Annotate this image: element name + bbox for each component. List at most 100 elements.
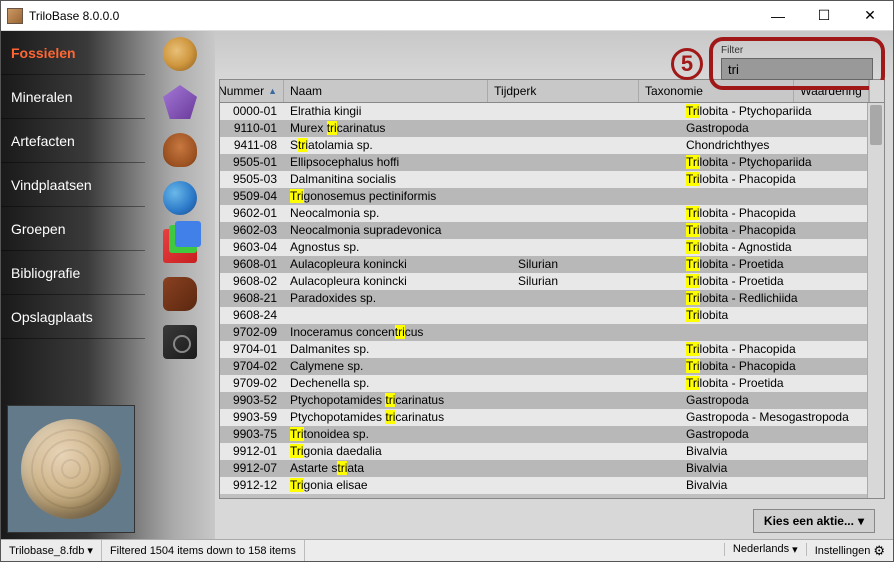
mineral-icon[interactable] <box>163 85 197 119</box>
cell-tijdperk <box>512 171 680 188</box>
table-row[interactable]: 9608-21Paradoxides sp.Trilobita - Redlic… <box>220 290 867 307</box>
filter-label: Filter <box>721 45 873 56</box>
cell-nummer: 9912-12 <box>220 477 284 494</box>
table-row[interactable]: 0000-01Elrathia kingiiTrilobita - Ptycho… <box>220 103 867 120</box>
table-row[interactable]: 9702-09Inoceramus concentricus <box>220 324 867 341</box>
table-row[interactable]: 9903-59Ptychopotamides tricarinatusGastr… <box>220 409 867 426</box>
preview-thumbnail[interactable] <box>7 405 135 533</box>
table-row[interactable]: 9608-01Aulacopleura koninckiSilurianTril… <box>220 256 867 273</box>
sidebar-item-bibliografie[interactable]: Bibliografie <box>1 251 145 295</box>
filter-input[interactable] <box>721 58 873 80</box>
col-tijdperk[interactable]: Tijdperk <box>488 80 639 102</box>
sidebar-item-artefacten[interactable]: Artefacten <box>1 119 145 163</box>
table-row[interactable]: 9709-02Dechenella sp.Trilobita - Proetid… <box>220 375 867 392</box>
sidebar-item-opslagplaats[interactable]: Opslagplaats <box>1 295 145 339</box>
cell-tijdperk <box>512 290 680 307</box>
scroll-thumb[interactable] <box>870 105 882 145</box>
status-filter-info: Filtered 1504 items down to 158 items <box>102 540 305 561</box>
table-row[interactable]: 9912-07Astarte striataBivalvia <box>220 460 867 477</box>
sidebar-item-mineralen[interactable]: Mineralen <box>1 75 145 119</box>
table-row[interactable]: 9602-01Neocalmonia sp.Trilobita - Phacop… <box>220 205 867 222</box>
cell-naam: Agnostus sp. <box>284 239 512 256</box>
location-icon[interactable] <box>163 181 197 215</box>
maximize-button[interactable]: ☐ <box>801 1 847 31</box>
table-row[interactable]: 9110-01Murex tricarinatusGastropoda <box>220 120 867 137</box>
cell-taxonomie: Bivalvia <box>680 443 853 460</box>
status-language[interactable]: Nederlands▾ <box>724 543 807 556</box>
cell-waardering <box>853 205 867 222</box>
cell-taxonomie: Trilobita - Proetida <box>680 256 853 273</box>
cell-naam: Trigonia daedalia <box>284 443 512 460</box>
cell-nummer: 9411-08 <box>220 137 284 154</box>
sort-arrow-icon: ▲ <box>268 86 277 96</box>
cell-taxonomie: Trilobita - Phacopida <box>680 222 853 239</box>
cell-naam: Neocalmonia sp. <box>284 205 512 222</box>
cell-taxonomie: Gastropoda <box>680 120 853 137</box>
groups-icon[interactable] <box>163 229 197 263</box>
cell-nummer: 9608-02 <box>220 273 284 290</box>
cell-naam: Aulacopleura konincki <box>284 273 512 290</box>
cell-nummer: 9608-24 <box>220 307 284 324</box>
table-row[interactable]: 9608-02Aulacopleura koninckiSilurianTril… <box>220 273 867 290</box>
status-settings[interactable]: Instellingen⚙ <box>807 543 893 559</box>
cell-taxonomie: Trilobita - Phacopida <box>680 171 853 188</box>
table-row[interactable]: 9509-04Trigonosemus pectiniformis <box>220 188 867 205</box>
cell-taxonomie <box>680 188 853 205</box>
table-row[interactable]: 9704-02Calymene sp.Trilobita - Phacopida <box>220 358 867 375</box>
cell-naam: Trigonia elisae <box>284 477 512 494</box>
table-row[interactable]: 9903-52Ptychopotamides tricarinatusGastr… <box>220 392 867 409</box>
cell-nummer: 9704-01 <box>220 341 284 358</box>
table-row[interactable]: 9608-24Trilobita <box>220 307 867 324</box>
table-row[interactable]: 9602-03Neocalmonia supradevonicaTrilobit… <box>220 222 867 239</box>
fossil-icon[interactable] <box>163 37 197 71</box>
table-body: 0000-01Elrathia kingiiTrilobita - Ptycho… <box>220 103 884 498</box>
cell-taxonomie: Gastropoda <box>680 426 853 443</box>
table-row[interactable]: 9505-01Ellipsocephalus hoffiTrilobita - … <box>220 154 867 171</box>
action-dropdown[interactable]: Kies een aktie... ▾ <box>753 509 875 533</box>
table-row[interactable]: 9912-12Trigonia elisaeBivalvia <box>220 477 867 494</box>
cell-waardering <box>853 137 867 154</box>
table-row[interactable]: 9912-01Trigonia daedaliaBivalvia <box>220 443 867 460</box>
cell-tijdperk <box>512 426 680 443</box>
cell-nummer: 9110-01 <box>220 120 284 137</box>
table-row[interactable]: 9903-75Tritonoidea sp.Gastropoda <box>220 426 867 443</box>
sidebar-item-fossielen[interactable]: Fossielen <box>1 31 145 75</box>
action-label: Kies een aktie... <box>764 514 854 528</box>
artifact-icon[interactable] <box>163 133 197 167</box>
table-row[interactable]: 9411-08Striatolamia sp.Chondrichthyes <box>220 137 867 154</box>
cell-tijdperk <box>512 239 680 256</box>
col-naam[interactable]: Naam <box>284 80 488 102</box>
cell-waardering <box>853 290 867 307</box>
main-area: FossielenMineralenArtefactenVindplaatsen… <box>1 31 893 539</box>
cell-naam: Dalmanitina socialis <box>284 171 512 188</box>
cell-tijdperk <box>512 154 680 171</box>
chevron-down-icon: ▾ <box>87 544 93 557</box>
cell-taxonomie <box>680 324 853 341</box>
cell-naam: Ellipsocephalus hoffi <box>284 154 512 171</box>
col-nummer[interactable]: Nummer▲ <box>220 80 284 102</box>
bibliography-icon[interactable] <box>163 277 197 311</box>
table-row[interactable]: 9704-01Dalmanites sp.Trilobita - Phacopi… <box>220 341 867 358</box>
cell-taxonomie: Trilobita - Redlichiida <box>680 290 853 307</box>
cell-naam: Ptychopotamides tricarinatus <box>284 392 512 409</box>
table-row[interactable]: 9505-03Dalmanitina socialisTrilobita - P… <box>220 171 867 188</box>
sidebar-item-vindplaatsen[interactable]: Vindplaatsen <box>1 163 145 207</box>
cell-taxonomie: Trilobita - Ptychopariida <box>680 103 853 120</box>
minimize-button[interactable]: — <box>755 1 801 31</box>
scrollbar-header <box>869 80 884 102</box>
cell-naam: Astarte striata <box>284 460 512 477</box>
storage-icon[interactable] <box>163 325 197 359</box>
cell-nummer: 9608-01 <box>220 256 284 273</box>
vertical-scrollbar[interactable] <box>867 103 884 498</box>
close-button[interactable]: ✕ <box>847 1 893 31</box>
cell-naam: Aulacopleura konincki <box>284 256 512 273</box>
cell-waardering <box>853 188 867 205</box>
sidebar-item-groepen[interactable]: Groepen <box>1 207 145 251</box>
cell-taxonomie: Trilobita - Phacopida <box>680 341 853 358</box>
cell-tijdperk: Silurian <box>512 273 680 290</box>
table-row[interactable]: 9603-04Agnostus sp.Trilobita - Agnostida <box>220 239 867 256</box>
cell-nummer: 9912-07 <box>220 460 284 477</box>
cell-naam: Neocalmonia supradevonica <box>284 222 512 239</box>
cell-naam: Paradoxides sp. <box>284 290 512 307</box>
cell-nummer: 9704-02 <box>220 358 284 375</box>
